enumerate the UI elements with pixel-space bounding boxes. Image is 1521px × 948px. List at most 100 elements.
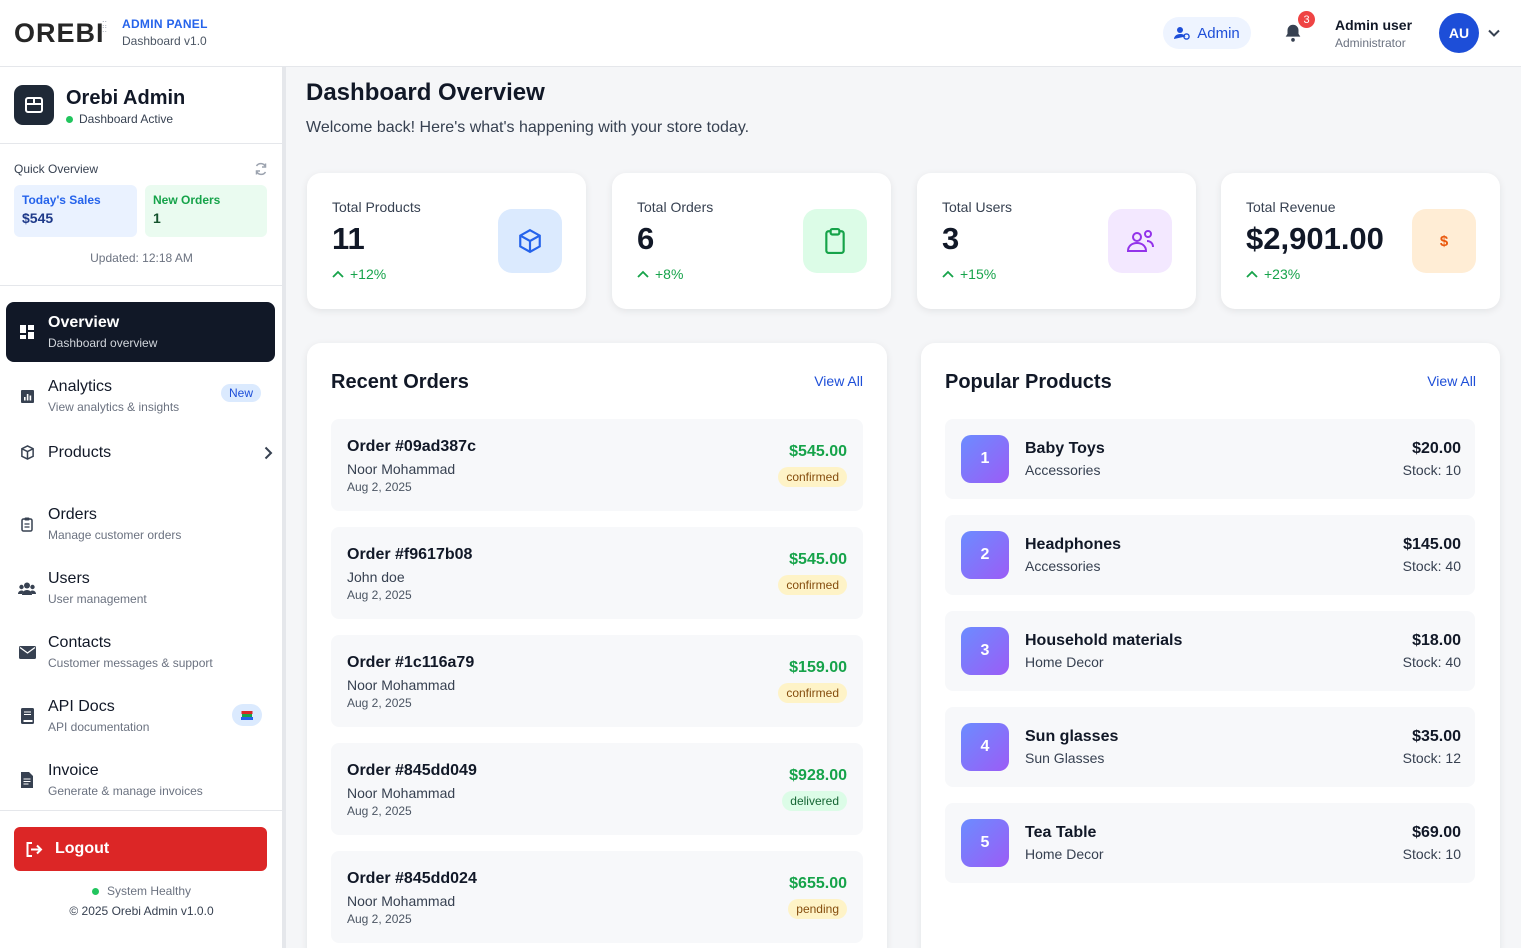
divider	[0, 285, 283, 286]
order-customer: Noor Mohammad	[347, 461, 456, 477]
order-row[interactable]: Order #845dd024 Noor Mohammad Aug 2, 202…	[331, 851, 863, 943]
order-date: Aug 2, 2025	[347, 804, 412, 818]
chevron-down-icon[interactable]	[1487, 26, 1501, 40]
system-status-label: System Healthy	[106, 884, 192, 898]
notification-badge: 3	[1298, 11, 1315, 28]
order-customer: John doe	[347, 569, 405, 585]
sidebar-item-orders[interactable]: Orders Manage customer orders	[6, 494, 275, 554]
product-row[interactable]: 4 Sun glasses Sun Glasses $35.00 Stock: …	[945, 707, 1475, 787]
order-customer: Noor Mohammad	[347, 677, 456, 693]
sidebar-item-invoice[interactable]: Invoice Generate & manage invoices	[6, 750, 275, 810]
stat-label: Total Products	[332, 199, 421, 215]
sidebar-item-subtitle: Generate & manage invoices	[48, 784, 203, 798]
product-category: Accessories	[1025, 558, 1101, 574]
sidebar-item-subtitle: User management	[48, 592, 147, 606]
copyright: © 2025 Orebi Admin v1.0.0	[69, 904, 214, 918]
refresh-icon[interactable]	[254, 162, 268, 176]
product-price: $69.00	[1412, 824, 1461, 841]
envelope-icon	[18, 643, 36, 661]
sidebar-item-users[interactable]: Users User management	[6, 558, 275, 618]
product-name: Baby Toys	[1025, 440, 1105, 457]
view-all-products-link[interactable]: View All	[1427, 373, 1476, 389]
admin-role-label: Admin	[1197, 24, 1240, 42]
quick-overview-title: Quick Overview	[14, 162, 99, 176]
status-badge: confirmed	[778, 683, 847, 703]
product-name: Tea Table	[1025, 824, 1097, 841]
cube-icon	[498, 209, 562, 273]
order-customer: Noor Mohammad	[347, 785, 456, 801]
order-row[interactable]: Order #09ad387c Noor Mohammad Aug 2, 202…	[331, 419, 863, 511]
user-role: Administrator	[1335, 36, 1406, 50]
order-id: Order #09ad387c	[347, 438, 476, 455]
product-row[interactable]: 1 Baby Toys Accessories $20.00 Stock: 10	[945, 419, 1475, 499]
stat-label: Total Orders	[637, 199, 714, 215]
order-date: Aug 2, 2025	[347, 912, 412, 926]
stat-card-orders[interactable]: Total Orders 6 +8%	[612, 173, 891, 309]
stat-change-value: +12%	[350, 266, 387, 282]
admin-role-button[interactable]: Admin	[1163, 17, 1251, 49]
order-row[interactable]: Order #845dd049 Noor Mohammad Aug 2, 202…	[331, 743, 863, 835]
order-date: Aug 2, 2025	[347, 696, 412, 710]
stat-change-value: +23%	[1264, 266, 1301, 282]
new-orders-card: New Orders 1	[145, 185, 267, 237]
product-rank: 3	[961, 627, 1009, 675]
product-row[interactable]: 2 Headphones Accessories $145.00 Stock: …	[945, 515, 1475, 595]
user-shield-icon	[1174, 27, 1191, 40]
product-name: Sun glasses	[1025, 728, 1119, 745]
top-header: OREBI :::: ADMIN PANEL Dashboard v1.0 Ad…	[0, 0, 1521, 67]
sidebar-item-contacts[interactable]: Contacts Customer messages & support	[6, 622, 275, 682]
order-id: Order #f9617b08	[347, 546, 473, 563]
product-category: Accessories	[1025, 462, 1101, 478]
sidebar-item-overview[interactable]: Overview Dashboard overview	[6, 302, 275, 362]
sidebar-item-title: Orders	[48, 506, 97, 523]
sidebar-item-analytics[interactable]: Analytics View analytics & insights New	[6, 366, 275, 426]
view-all-orders-link[interactable]: View All	[814, 373, 863, 389]
stat-card-users[interactable]: Total Users 3 +15%	[917, 173, 1196, 309]
product-stock: Stock: 40	[1402, 654, 1461, 670]
books-icon	[232, 704, 262, 726]
order-customer: Noor Mohammad	[347, 893, 456, 909]
bell-icon[interactable]	[1282, 22, 1304, 44]
product-category: Home Decor	[1025, 846, 1104, 862]
order-amount: $928.00	[789, 767, 847, 784]
brand-status: Dashboard Active	[66, 112, 173, 126]
product-row[interactable]: 3 Household materials Home Decor $18.00 …	[945, 611, 1475, 691]
sidebar-resize-handle[interactable]	[283, 67, 286, 948]
order-row[interactable]: Order #1c116a79 Noor Mohammad Aug 2, 202…	[331, 635, 863, 727]
users-icon	[1108, 209, 1172, 273]
stat-label: Total Revenue	[1246, 199, 1336, 215]
logout-button[interactable]: Logout	[14, 827, 267, 871]
status-dot-icon	[91, 887, 99, 895]
logo-dots-icon: ::::	[102, 18, 108, 34]
product-category: Sun Glasses	[1025, 750, 1105, 766]
stat-change-value: +8%	[655, 266, 684, 282]
product-row[interactable]: 5 Tea Table Home Decor $69.00 Stock: 10	[945, 803, 1475, 883]
stat-card-products[interactable]: Total Products 11 +12%	[307, 173, 586, 309]
system-status: System Healthy	[0, 884, 283, 898]
todays-sales-value: $545	[22, 210, 54, 226]
stat-change: +12%	[332, 266, 386, 282]
sidebar-item-subtitle: Manage customer orders	[48, 528, 182, 542]
order-amount: $545.00	[789, 443, 847, 460]
sidebar-item-api-docs[interactable]: API Docs API documentation	[6, 686, 275, 746]
order-row[interactable]: Order #f9617b08 John doe Aug 2, 2025 $54…	[331, 527, 863, 619]
sidebar-item-title: Invoice	[48, 762, 99, 779]
stat-card-revenue[interactable]: Total Revenue $2,901.00 +23% $	[1221, 173, 1500, 309]
page-title: Dashboard Overview	[306, 79, 545, 106]
grid-icon	[18, 323, 36, 341]
stat-change: +15%	[942, 266, 996, 282]
new-orders-label: New Orders	[153, 193, 221, 207]
product-stock: Stock: 40	[1402, 558, 1461, 574]
stat-value: 11	[332, 221, 365, 256]
brand-title: Orebi Admin	[66, 87, 186, 109]
stat-change: +23%	[1246, 266, 1300, 282]
box-icon	[18, 443, 36, 461]
todays-sales-label: Today's Sales	[22, 193, 101, 207]
product-stock: Stock: 12	[1402, 750, 1461, 766]
user-name: Admin user	[1335, 17, 1413, 33]
product-rank: 1	[961, 435, 1009, 483]
sidebar-item-products[interactable]: Products	[6, 422, 275, 482]
logo[interactable]: OREBI	[14, 18, 105, 48]
avatar[interactable]: AU	[1439, 13, 1479, 53]
product-price: $35.00	[1412, 728, 1461, 745]
